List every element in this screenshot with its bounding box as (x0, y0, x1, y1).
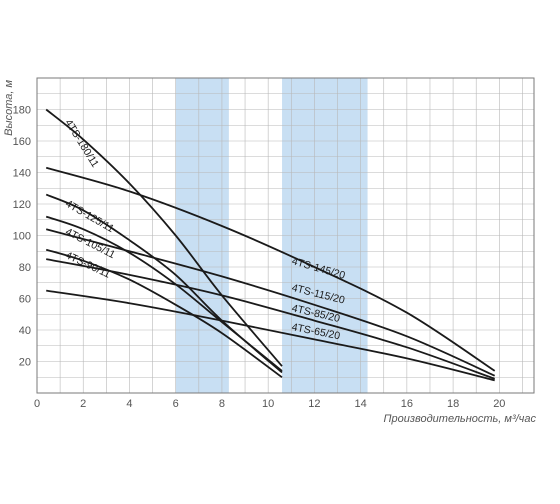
x-tick-label: 12 (308, 398, 320, 410)
x-tick-label: 16 (401, 398, 413, 410)
x-tick-label: 20 (493, 398, 505, 410)
y-tick-label: 100 (13, 231, 31, 243)
y-tick-label: 180 (13, 105, 31, 117)
x-tick-label: 2 (80, 398, 86, 410)
plot-frame (36, 77, 535, 394)
curve-4ts-115-20 (45, 228, 496, 377)
y-tick-label: 160 (13, 136, 31, 148)
x-tick-label: 8 (219, 398, 225, 410)
tick-labels: 0 2 4 6 8 10 12 14 16 18 20 20 40 60 80 100 120 140 160 180 (13, 105, 506, 411)
y-tick-label: 60 (19, 294, 31, 306)
x-axis-label: Производительность, м³/час (384, 413, 537, 425)
curve-4ts-145-20 (45, 166, 496, 372)
axes (36, 77, 535, 394)
x-tick-label: 18 (447, 398, 459, 410)
curve-4ts-180-11 (45, 108, 283, 367)
x-tick-label: 0 (34, 398, 40, 410)
x-tick-label: 6 (173, 398, 179, 410)
y-axis-label: Высота, м (3, 80, 15, 136)
curve-4ts-90-11 (45, 248, 283, 379)
curve-4ts-65-20 (46, 289, 495, 382)
y-tick-label: 140 (13, 168, 31, 180)
curve-4ts-85-20 (46, 258, 496, 380)
y-tick-label: 80 (19, 262, 31, 274)
y-tick-label: 40 (19, 325, 31, 337)
y-tick-label: 120 (13, 199, 31, 211)
pump-curves (45, 108, 496, 382)
curve-4ts-105-11 (45, 215, 283, 372)
x-tick-label: 14 (355, 398, 367, 410)
y-tick-label: 20 (19, 357, 31, 369)
x-tick-label: 4 (126, 398, 132, 410)
x-tick-label: 10 (262, 398, 274, 410)
